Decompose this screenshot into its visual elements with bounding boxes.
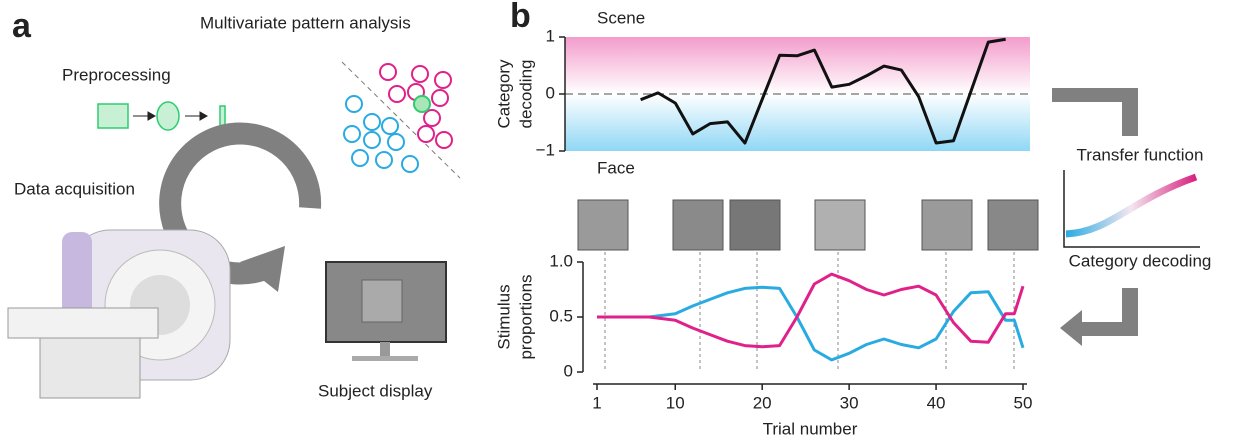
thumbnail-leaders: [604, 252, 1015, 372]
cycle-arrowhead: [240, 246, 285, 292]
acquisition-label: Data acquisition: [14, 179, 135, 198]
scanner: [7, 229, 231, 399]
y-tick-label: 0.5: [549, 306, 573, 325]
mvpa-dots: [343, 63, 453, 173]
series-line: [597, 285, 1025, 362]
preprocessing-icons: [97, 101, 226, 131]
display-label: Subject display: [318, 381, 433, 400]
y-tick-label: 1: [546, 26, 555, 45]
mvpa-label: Multivariate pattern analysis: [200, 13, 411, 32]
panel-label: b: [510, 0, 531, 35]
separator: [341, 61, 461, 179]
x-axis-label: Trial number: [763, 419, 858, 438]
preprocessing-label: Preprocessing: [62, 65, 171, 84]
x-tick-label: 50: [1014, 393, 1033, 412]
series-line: [597, 272, 1025, 349]
y-tick-label: 0: [546, 83, 555, 102]
annotation: Scene: [597, 8, 645, 27]
loop-arrows: [1052, 88, 1138, 346]
panel-label: a: [12, 7, 32, 45]
x-tick-label: 20: [753, 393, 772, 412]
y-tick-label: 1.0: [549, 251, 573, 270]
stimulus-thumbnails: [577, 199, 1039, 251]
y-axis-label: Stimulus: [494, 284, 513, 349]
y-axis-label: proportions: [516, 274, 535, 359]
y-tick-label: 0: [564, 361, 573, 380]
transfer-inset: [1063, 170, 1200, 248]
y-axis-label: Category: [494, 59, 513, 128]
x-tick-label: 10: [666, 393, 685, 412]
transfer-xlabel: Category decoding: [1069, 251, 1212, 270]
arrows-small: [133, 111, 209, 121]
x-tick-label: 1: [592, 393, 601, 412]
x-tick-label: 30: [840, 393, 859, 412]
monitor: [325, 261, 447, 361]
annotation: Face: [597, 158, 635, 177]
transfer-title: Transfer function: [1077, 145, 1204, 164]
series-line: [640, 37, 1006, 145]
x-tick-label: 40: [927, 393, 946, 412]
y-axis-label: decoding: [516, 59, 535, 128]
y-tick-label: −1: [536, 140, 555, 159]
